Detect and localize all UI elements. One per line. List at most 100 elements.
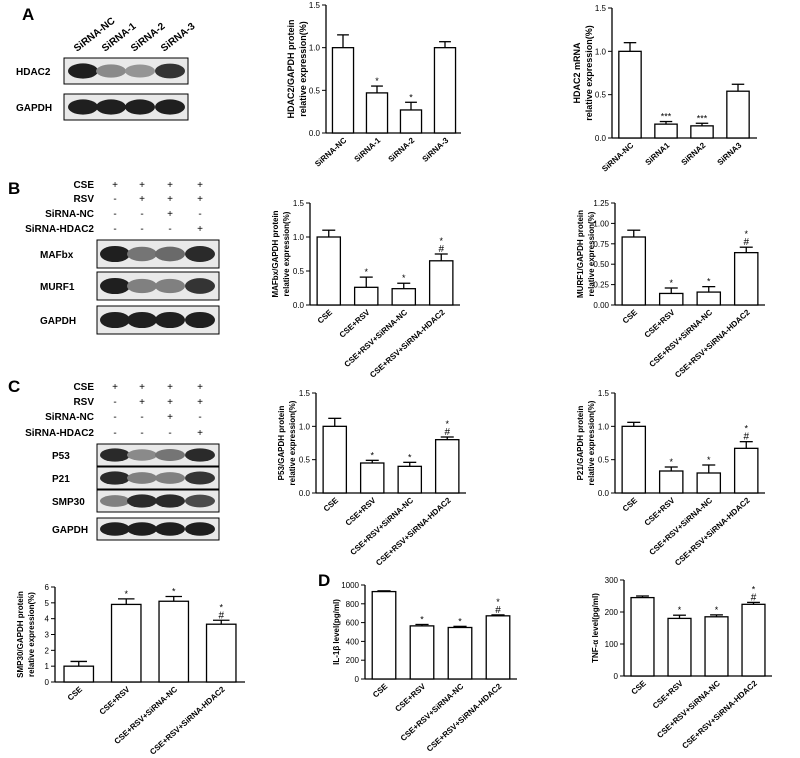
chart-a1-star-mark: *: [409, 92, 413, 102]
chart-d2-bar-cse-rsv-sirna-hdac2: [741, 603, 766, 677]
chart-c3-y-tick-label: 0: [45, 678, 50, 687]
chart-c1-star-mark: *: [445, 419, 449, 429]
blot-c-treatment-cse: CSE: [73, 382, 94, 393]
blot-b-band-mafbx-lane-3: [155, 246, 185, 262]
blot-c-band-p53-lane-4: [185, 448, 215, 462]
blot-b-sign-cse-4: +: [197, 180, 203, 191]
blot-a-band-gapdh-lane-4: [155, 99, 185, 115]
chart-d2: 0 100 200 300 TNF-α level(pg/ml) CSE * CSE+RSV *…: [591, 576, 772, 751]
chart-c3-hash-mark: #: [218, 610, 224, 621]
blot-a-band-gapdh-lane-2: [96, 99, 126, 115]
blot-c-sign-rsv-3: +: [167, 397, 173, 408]
chart-d2-y-tick-label: 0: [614, 672, 619, 681]
chart-b2-star-mark: *: [744, 229, 748, 239]
chart-b1-hash-mark: #: [438, 244, 444, 255]
chart-a2-bar-sirna2: [690, 125, 714, 139]
blot-b-treatment-sirna-nc: SiRNA-NC: [45, 209, 94, 220]
chart-a2-category-label: SiRNA2: [680, 140, 708, 167]
chart-d1-bar-cse-rsv-sirna-nc: [447, 626, 473, 680]
blot-c-sign-sirna-hdac2-1: -: [113, 428, 116, 439]
chart-c3-y-tick-label: 1: [45, 662, 50, 671]
chart-c3-y-tick-label: 5: [45, 599, 50, 608]
blot-b-band-label-gapdh: GAPDH: [40, 316, 76, 327]
chart-b2-bar-cse: [621, 236, 647, 306]
chart-d2-star-mark: *: [752, 584, 756, 594]
blot-c-band-p53-lane-1: [100, 448, 130, 462]
chart-d2-y-label: TNF-α level(pg/ml): [591, 593, 600, 663]
chart-c3-category-label: CSE: [66, 684, 85, 702]
chart-c2-y-tick-label: 0.0: [598, 489, 610, 498]
blot-b-sign-rsv-3: +: [167, 194, 173, 205]
blot-c-sign-sirna-hdac2-3: -: [168, 428, 171, 439]
chart-c3-y-tick-label: 4: [45, 615, 50, 624]
chart-d1-y-tick-label: 0: [355, 675, 360, 684]
chart-d1-y-tick-label: 1000: [341, 581, 359, 590]
chart-b2-category-label: CSE+RSV+SiRNA-HDAC2: [673, 307, 752, 379]
blot-c-sign-rsv-2: +: [139, 397, 145, 408]
chart-a2-y-tick-label: 0.5: [595, 91, 607, 100]
blot-b-band-murf1-lane-2: [127, 278, 157, 294]
chart-c2-star-mark: *: [707, 455, 711, 465]
chart-c1-star-mark: *: [408, 452, 412, 462]
chart-d1-star-mark: *: [458, 616, 462, 626]
western-blots: SiRNA-NCSiRNA-1SiRNA-2SiRNA-3HDAC2GAPDHC…: [16, 16, 220, 541]
chart-d1-category-label: CSE+RSV+SiRNA-HDAC2: [425, 681, 504, 753]
blot-c-band-label-gapdh: GAPDH: [52, 525, 88, 536]
chart-b2-star-mark: *: [707, 277, 711, 287]
blot-b-band-murf1-lane-4: [185, 278, 215, 294]
blot-b-treatment-rsv: RSV: [73, 194, 94, 205]
chart-a1-category-label: SiRNA-3: [421, 135, 451, 163]
blot-c-sign-sirna-hdac2-2: -: [140, 428, 143, 439]
blot-c-sign-cse-2: +: [139, 382, 145, 393]
chart-c1-y-tick-label: 0.0: [299, 489, 311, 498]
chart-b2-bar-cse-rsv-sirna-hdac2: [733, 251, 759, 306]
chart-c1-category-label: CSE+RSV: [344, 495, 378, 527]
chart-a1-bar-sirna-nc: [331, 47, 355, 134]
chart-b2-bar-cse-rsv-sirna-nc: [696, 291, 722, 306]
blot-b-band-gapdh-lane-2: [127, 311, 157, 329]
chart-c2-star-mark: *: [669, 457, 673, 467]
blot-a-band-hdac2-lane-1: [68, 63, 98, 79]
chart-a1-y-tick-label: 1.5: [309, 1, 321, 10]
blot-b-band-gapdh-lane-1: [100, 311, 130, 329]
chart-d2-bar-cse-rsv-sirna-nc: [704, 616, 729, 677]
chart-d2-star-mark: *: [678, 605, 682, 615]
blot-a-band-hdac2-lane-2: [96, 64, 126, 78]
chart-d1-category-label: CSE+RSV: [393, 681, 427, 713]
blot-c-band-gapdh-lane-1: [100, 522, 130, 536]
blot-b-treatment-cse: CSE: [73, 180, 94, 191]
chart-d2-star-mark: *: [715, 605, 719, 615]
chart-b1-y-tick-label: 0.5: [293, 267, 305, 276]
blot-c-sign-cse-3: +: [167, 382, 173, 393]
chart-c3-y-label: SMP30/GAPDH protein relative expression(%…: [16, 591, 36, 678]
blot-a-band-gapdh-lane-3: [125, 99, 155, 115]
chart-b1-category-label: CSE+RSV+SiRNA-NC: [343, 308, 410, 369]
blot-c-sign-sirna-hdac2-4: +: [197, 428, 203, 439]
chart-c3-bar-cse-rsv: [110, 603, 142, 683]
chart-c1-category-label: CSE+RSV+SiRNA-HDAC2: [374, 495, 453, 567]
blot-a-band-hdac2-lane-3: [125, 64, 155, 78]
blot-b-band-murf1-lane-1: [100, 277, 130, 295]
chart-c2-y-tick-label: 0.5: [598, 456, 610, 465]
blot-b-sign-sirna-nc-3: +: [167, 209, 173, 220]
chart-b2-y-tick-label: 0.50: [593, 260, 609, 269]
blot-c-band-p21-lane-3: [155, 472, 185, 484]
chart-b2-y-tick-label: 0.00: [593, 301, 609, 310]
chart-a2-star-mark: ***: [661, 112, 672, 122]
chart-c1-bar-cse-rsv-sirna-nc: [397, 465, 423, 494]
chart-b2-y-tick-label: 0.75: [593, 240, 609, 249]
blot-b-band-mafbx-lane-2: [127, 246, 157, 262]
chart-d2-category-label: CSE+RSV+SiRNA-NC: [655, 679, 722, 740]
blot-a-band-hdac2-lane-4: [155, 63, 185, 79]
chart-b1-y-label: MAFbx/GAPDH protein relative expression(%…: [271, 210, 291, 297]
panel-letter-d: D: [318, 571, 330, 590]
chart-a1-bar-sirna-3: [433, 47, 457, 134]
chart-c3-star-mark: *: [219, 602, 223, 612]
chart-a2-category-label: SiRNA-NC: [600, 141, 635, 174]
chart-c3-bar-cse: [63, 665, 95, 683]
blot-b-band-label-murf1: MURF1: [40, 282, 75, 293]
blot-c-sign-sirna-nc-4: -: [198, 412, 201, 423]
blot-c-treatment-sirna-hdac2: SiRNA-HDAC2: [25, 428, 94, 439]
chart-b1-bar-cse: [316, 236, 342, 306]
